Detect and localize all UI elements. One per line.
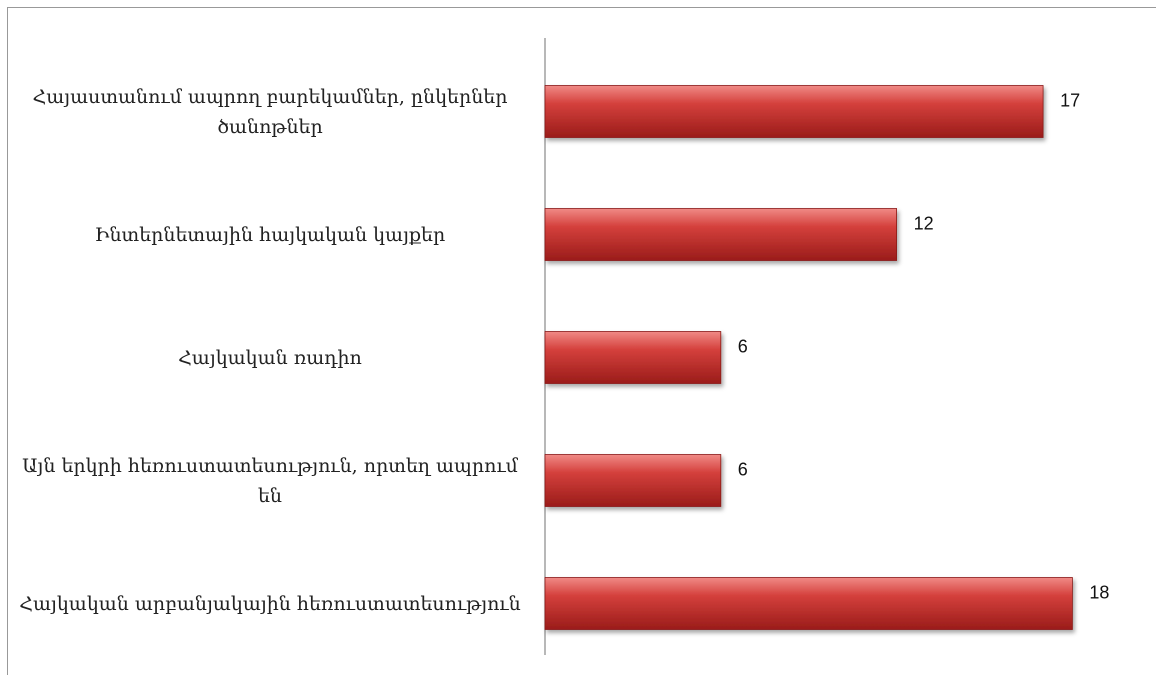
value-label: 17 [1060,90,1080,110]
frame [7,7,1156,675]
bar [544,85,1044,138]
bar [544,577,1073,630]
value-label: 12 [914,213,934,233]
category-label: Հայկական ռադիո [178,346,362,369]
bar [544,331,722,384]
value-label: 18 [1089,582,1109,602]
category-label: Այն երկրի հեռուստատեսություն, որտեղ ապրո… [22,454,518,507]
bar [544,208,898,261]
category-label: Ինտերնետային հայկական կայքեր [94,223,446,246]
bar [544,454,722,507]
category-label: Հայաստանում ապրող բարեկամներ, ընկերներ ծ… [32,85,508,138]
value-label: 6 [738,336,748,356]
category-label: Հայկական արբանյակային հեռուստատեսություն [19,592,521,615]
value-label: 6 [738,459,748,479]
